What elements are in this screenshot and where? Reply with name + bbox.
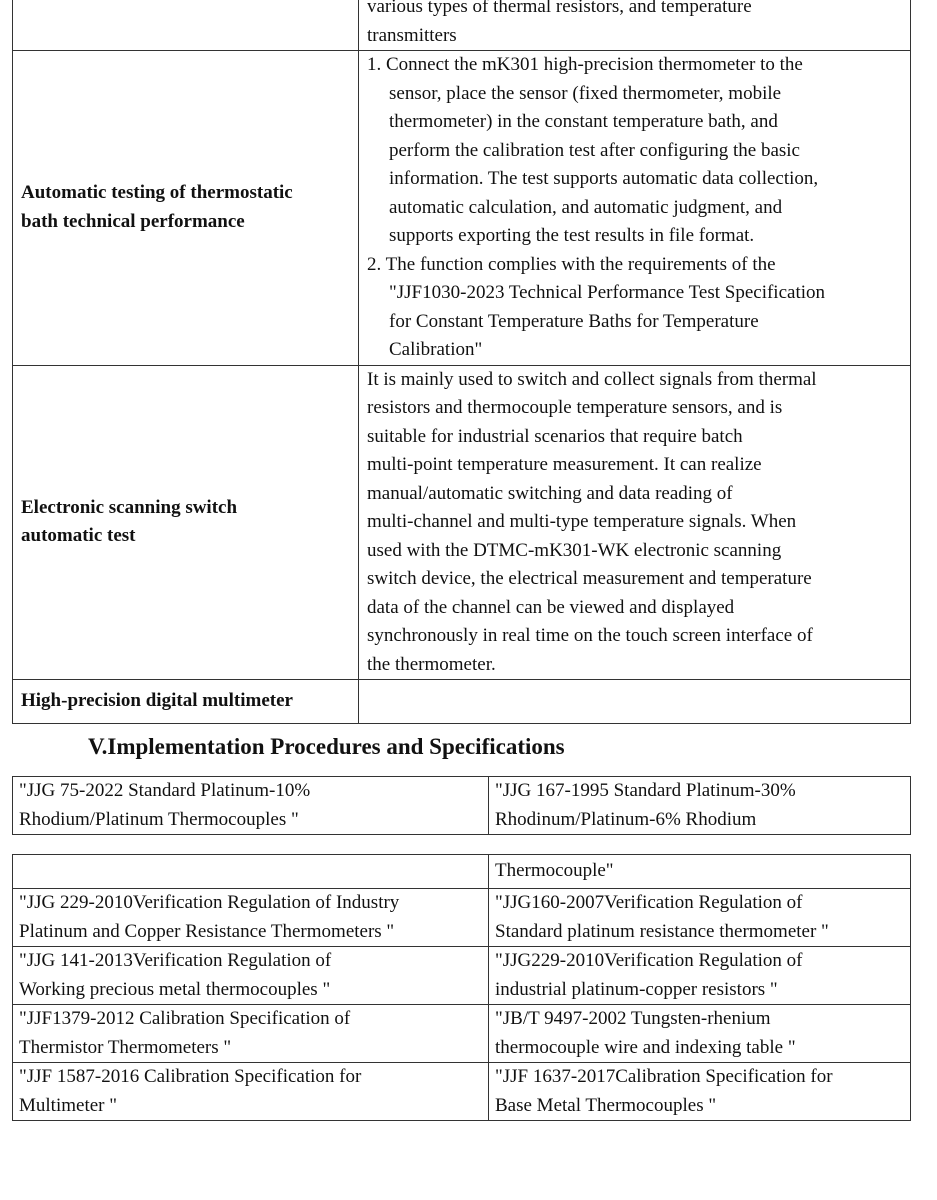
text-line: "JJG 229-2010Verification Regulation of … xyxy=(19,892,400,913)
spec-cell: "JB/T 9497-2002 Tungsten-rhenium thermoco… xyxy=(488,1004,911,1063)
text-line: automatic test xyxy=(21,525,136,547)
spec-cell: "JJF 1637-2017Calibration Specification … xyxy=(488,1062,911,1121)
text-line: Thermocouple" xyxy=(495,860,614,882)
text-line: "JJF1030-2023 Technical Performance Test… xyxy=(389,282,826,303)
spec-cell: "JJG 229-2010Verification Regulation of … xyxy=(12,888,489,947)
text-line: thermometer) in the constant temperature… xyxy=(389,111,778,132)
table-row: High-precision digital multimeter xyxy=(12,679,911,724)
text-line: Platinum and Copper Resistance Thermomet… xyxy=(19,920,395,942)
spec-cell: "JJF1379-2012 Calibration Specification … xyxy=(12,1004,489,1063)
text-line: the thermometer. xyxy=(367,653,496,675)
table-row: Electronic scanning switch automatic test… xyxy=(12,364,911,680)
text-line: Working precious metal thermocouples " xyxy=(19,978,331,1000)
text-line: multi-point temperature measurement. It … xyxy=(367,454,762,475)
text-line: "JJG229-2010Verification Regulation of xyxy=(495,950,803,971)
feature-description-cell: 1. Connect the mK301 high-precision ther… xyxy=(358,50,911,366)
text-line: transmitters xyxy=(367,24,457,46)
text-line: "JJG160-2007Verification Regulation of xyxy=(495,892,803,913)
table-row: "JJG 75-2022 Standard Platinum-10% Rhodiu… xyxy=(12,776,911,835)
text-line: sensor, place the sensor (fixed thermome… xyxy=(389,82,782,104)
spec-cell: "JJG 167-1995 Standard Platinum-30% Rhodi… xyxy=(488,776,911,835)
text-line: resistors and thermocouple temperature s… xyxy=(367,397,783,418)
table-row: Automatic testing of thermostatic bath te… xyxy=(12,50,911,366)
text-line: High-precision digital multimeter xyxy=(21,690,293,712)
text-line: It is mainly used to switch and collect … xyxy=(367,368,817,390)
text-line: thermocouple wire and indexing table " xyxy=(495,1036,796,1058)
spec-cell xyxy=(12,854,489,889)
text-line: used with the DTMC-mK301-WK electronic s… xyxy=(367,539,782,561)
table-row: Thermocouple" xyxy=(12,854,911,889)
text-line: switch device, the electrical measuremen… xyxy=(367,568,812,589)
feature-name-cell: High-precision digital multimeter xyxy=(12,679,359,724)
spec-cell: "JJG229-2010Verification Regulation of in… xyxy=(488,946,911,1005)
text-line: perform the calibration test after confi… xyxy=(389,139,800,161)
table-row: "JJG 229-2010Verification Regulation of … xyxy=(12,888,911,947)
table-row: various types of thermal resistors, and … xyxy=(12,0,911,51)
text-line: multi-channel and multi-type temperature… xyxy=(367,511,797,532)
text-line: manual/automatic switching and data read… xyxy=(367,482,733,504)
text-line: Automatic testing of thermostatic xyxy=(21,182,293,204)
text-line: "JB/T 9497-2002 Tungsten-rhenium xyxy=(495,1008,771,1029)
spec-cell: "JJG 75-2022 Standard Platinum-10% Rhodiu… xyxy=(12,776,489,835)
text-line: data of the channel can be viewed and di… xyxy=(367,596,735,618)
text-line: 2. The function complies with the requir… xyxy=(367,253,776,275)
specs-table-a: "JJG 75-2022 Standard Platinum-10% Rhodiu… xyxy=(12,776,911,835)
specs-table-b: Thermocouple" "JJG 229-2010Verification … xyxy=(12,854,911,1121)
text-line: Standard platinum resistance thermometer… xyxy=(495,920,829,942)
text-line: Electronic scanning switch xyxy=(21,496,238,518)
text-line: Rhodium/Platinum Thermocouples " xyxy=(19,808,299,830)
feature-name-cell: Automatic testing of thermostatic bath te… xyxy=(12,50,359,366)
text-line: "JJF 1637-2017Calibration Specification … xyxy=(495,1066,833,1087)
spec-cell: "JJF 1587-2016 Calibration Specification… xyxy=(12,1062,489,1121)
text-line: various types of thermal resistors, and … xyxy=(367,0,752,17)
section-heading: V.Implementation Procedures and Specific… xyxy=(88,734,565,759)
feature-description-cell: It is mainly used to switch and collect … xyxy=(358,364,911,680)
text-line: "JJF 1587-2016 Calibration Specification… xyxy=(19,1066,362,1087)
spec-cell: "JJG160-2007Verification Regulation of St… xyxy=(488,888,911,947)
text-line: "JJF1379-2012 Calibration Specification … xyxy=(19,1008,351,1029)
text-line: "JJG 75-2022 Standard Platinum-10% xyxy=(19,780,311,801)
table-row: "JJF 1587-2016 Calibration Specification… xyxy=(12,1062,911,1121)
spec-cell: Thermocouple" xyxy=(488,854,911,889)
text-line: information. The test supports automatic… xyxy=(389,168,819,189)
text-line: supports exporting the test results in f… xyxy=(389,225,755,246)
feature-name-cell xyxy=(12,0,359,51)
text-line: Base Metal Thermocouples " xyxy=(495,1094,717,1116)
text-line: synchronously in real time on the touch … xyxy=(367,625,813,646)
text-line: 1. Connect the mK301 high-precision ther… xyxy=(367,54,803,75)
text-line: suitable for industrial scenarios that r… xyxy=(367,425,743,447)
features-table: various types of thermal resistors, and … xyxy=(12,0,911,724)
text-line: Thermistor Thermometers " xyxy=(19,1036,232,1058)
text-line: for Constant Temperature Baths for Tempe… xyxy=(389,310,759,332)
feature-description-cell: various types of thermal resistors, and … xyxy=(358,0,911,51)
feature-name-cell: Electronic scanning switch automatic test xyxy=(12,364,359,680)
text-line: Calibration" xyxy=(389,339,483,360)
text-line: "JJG 141-2013Verification Regulation of xyxy=(19,950,332,971)
text-line: "JJG 167-1995 Standard Platinum-30% xyxy=(495,780,796,801)
spec-cell: "JJG 141-2013Verification Regulation of W… xyxy=(12,946,489,1005)
feature-description-cell xyxy=(358,679,911,724)
text-line: industrial platinum-copper resistors " xyxy=(495,978,778,1000)
text-line: bath technical performance xyxy=(21,210,245,232)
text-line: Rhodinum/Platinum-6% Rhodium xyxy=(495,808,757,830)
text-line: Multimeter " xyxy=(19,1094,117,1116)
text-line: automatic calculation, and automatic jud… xyxy=(389,196,783,218)
table-row: "JJG 141-2013Verification Regulation of W… xyxy=(12,946,911,1005)
table-row: "JJF1379-2012 Calibration Specification … xyxy=(12,1004,911,1063)
